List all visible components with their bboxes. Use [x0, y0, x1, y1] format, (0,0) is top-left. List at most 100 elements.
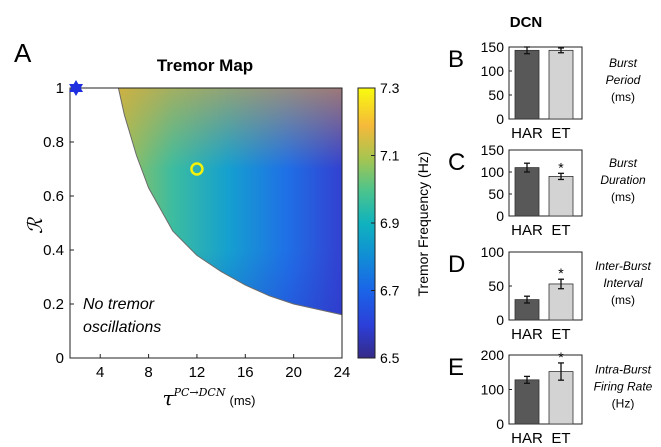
- bar-plot-frame: [508, 149, 583, 217]
- no-tremor-line1: No tremor: [83, 296, 155, 313]
- bar-panels: B 0 50 100 150 HAR ET Burst Period (ms) C 0 50 100 150…: [448, 39, 653, 447]
- bar-category-label: ET: [551, 430, 570, 447]
- y-axis-label: ℛ: [25, 216, 47, 234]
- bar-y-tick-label: 0: [496, 111, 504, 127]
- bar-y-tick-label: 50: [488, 278, 504, 294]
- x-tick-label: 12: [189, 364, 206, 381]
- colorbar-tick-label: 6.7: [380, 283, 400, 299]
- error-bar: [524, 295, 530, 304]
- colorbar-tick-label: 7.1: [380, 148, 400, 164]
- panel-label-b: B: [448, 46, 464, 73]
- panel-label-a: A: [14, 38, 32, 68]
- star-marker: [69, 80, 83, 96]
- significance-star: *: [558, 159, 564, 175]
- y-tick-label: 0.2: [43, 296, 64, 313]
- heatmap-shade: [118, 88, 342, 315]
- x-tick-label: 16: [237, 364, 254, 381]
- panel-a: A Tremor Map 4 8 12 16 20 24 0 0.2 0.4 0.6 0.8 1 N…: [14, 38, 431, 410]
- measure-unit: (ms): [611, 293, 635, 307]
- y-tick-label: 1: [56, 80, 64, 97]
- x-axis-label: τPC→DCN(ms): [163, 386, 256, 410]
- bar-category-label: HAR: [511, 430, 543, 447]
- plot-frame: [69, 87, 343, 359]
- tremor-boundary: [117, 87, 343, 316]
- error-bar: [524, 162, 530, 173]
- bar-y-tick-label: 100: [481, 164, 505, 180]
- error-bar: [558, 362, 564, 381]
- colorbar-tick-label: 7.3: [380, 80, 400, 96]
- bar-category-label: HAR: [511, 125, 543, 142]
- panel-c: C 0 50 100 150 HAR * ET Burst Duration (ms): [448, 142, 646, 239]
- bar-category-label: HAR: [511, 326, 543, 343]
- colorbar-tick-label: 6.9: [380, 215, 400, 231]
- measure-unit: (ms): [611, 190, 635, 204]
- error-bar: [524, 46, 530, 55]
- heatmap-region: [118, 88, 342, 315]
- bar-y-tick-label: 50: [488, 186, 504, 202]
- measure-label-line2: Period: [606, 73, 641, 87]
- bar-y-tick-label: 0: [496, 208, 504, 224]
- x-tick-label: 8: [144, 364, 152, 381]
- significance-star: *: [558, 265, 564, 281]
- panel-label-e: E: [448, 354, 464, 381]
- measure-label-line1: Inter-Burst: [595, 259, 651, 273]
- bar-y-tick-label: 150: [481, 39, 505, 55]
- y-tick-label: 0: [56, 350, 64, 367]
- x-axis-symbol: τ: [163, 386, 175, 410]
- bar-y-tick-label: 150: [481, 142, 505, 158]
- bar-y-tick-label: 50: [488, 87, 504, 103]
- bar-har: [514, 49, 540, 120]
- x-tick-label: 24: [334, 364, 351, 381]
- x-tick-label: 20: [285, 364, 302, 381]
- map-markers: [69, 80, 204, 176]
- bar-y-tick-label: 0: [496, 416, 504, 432]
- measure-label-line2: Duration: [600, 173, 646, 187]
- panel-b: B 0 50 100 150 HAR ET Burst Period (ms): [448, 39, 641, 142]
- bar-category-label: ET: [551, 125, 570, 142]
- panel-d: D 0 50 100 HAR * ET Inter-Burst Interval (ms): [448, 244, 652, 343]
- measure-label-line2: Firing Rate: [594, 380, 653, 394]
- y-tick-label: 0.6: [43, 188, 64, 205]
- bar-har: [514, 167, 540, 217]
- error-bar: [558, 172, 564, 181]
- bar-plot-frame: [508, 46, 583, 120]
- measure-unit: (Hz): [612, 397, 635, 411]
- bar-et: [548, 283, 574, 321]
- no-tremor-line2: oscillations: [83, 319, 161, 336]
- y-tick-label: 0.4: [43, 242, 64, 259]
- bar-y-tick-label: 100: [481, 244, 505, 260]
- panel-label-d: D: [448, 251, 465, 278]
- x-axis-unit: (ms): [229, 393, 255, 408]
- dcn-header: DCN: [510, 14, 543, 31]
- colorbar-tick-label: 6.5: [380, 350, 400, 366]
- colorbar-ticks: 7.3 7.1 6.9 6.7 6.5: [371, 80, 400, 366]
- y-tick-label: 0.8: [43, 134, 64, 151]
- measure-label-line1: Burst: [609, 56, 638, 70]
- measure-label-line1: Burst: [609, 156, 638, 170]
- circle-marker: [190, 162, 204, 176]
- error-bar: [524, 375, 530, 384]
- measure-unit: (ms): [611, 90, 635, 104]
- x-axis-ticks: 4 8 12 16 20 24: [96, 354, 350, 381]
- error-bar: [558, 278, 564, 290]
- bar-et: [548, 49, 574, 120]
- bar-y-tick-label: 100: [481, 63, 505, 79]
- bar-har: [514, 379, 540, 425]
- bar-category-label: ET: [551, 326, 570, 343]
- error-bar: [558, 47, 564, 54]
- measure-label-line1: Intra-Burst: [595, 363, 652, 377]
- significance-star: *: [558, 349, 564, 365]
- chart-title: Tremor Map: [157, 56, 253, 75]
- colorbar-label: Tremor Frequency (Hz): [415, 152, 431, 297]
- x-tick-label: 4: [96, 364, 104, 381]
- x-axis-superscript: PC→DCN: [173, 386, 226, 399]
- bar-category-label: HAR: [511, 222, 543, 239]
- bar-category-label: ET: [551, 222, 570, 239]
- panel-label-c: C: [448, 149, 465, 176]
- bar-y-tick-label: 0: [496, 312, 504, 328]
- panel-e: E 0 100 200 HAR * ET Intra-Burst Firing Rate (Hz): [448, 347, 653, 447]
- y-axis-ticks: 0 0.2 0.4 0.6 0.8 1: [43, 80, 74, 367]
- bar-y-tick-label: 200: [481, 347, 505, 363]
- bar-y-tick-label: 100: [481, 382, 505, 398]
